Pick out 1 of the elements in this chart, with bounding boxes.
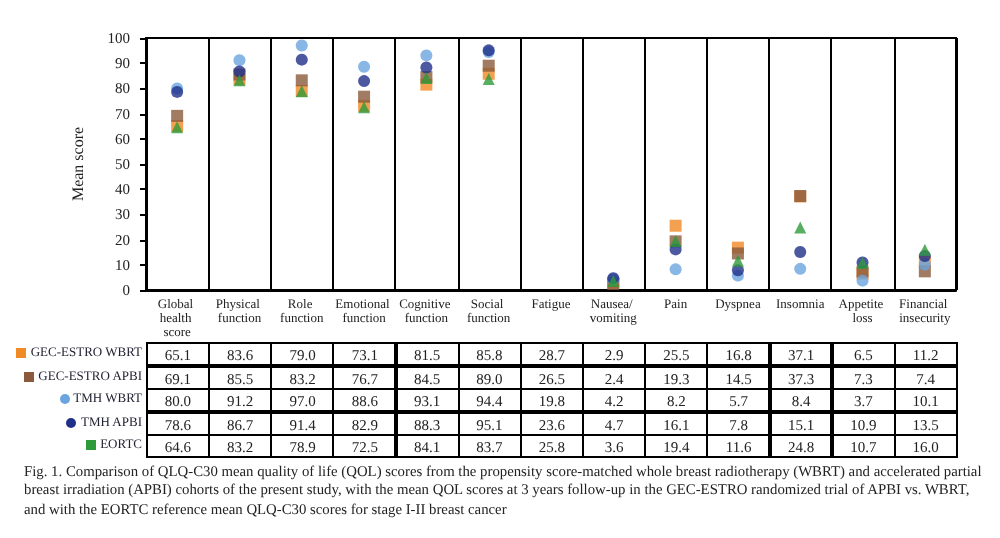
y-axis-title: Mean score — [68, 126, 87, 202]
